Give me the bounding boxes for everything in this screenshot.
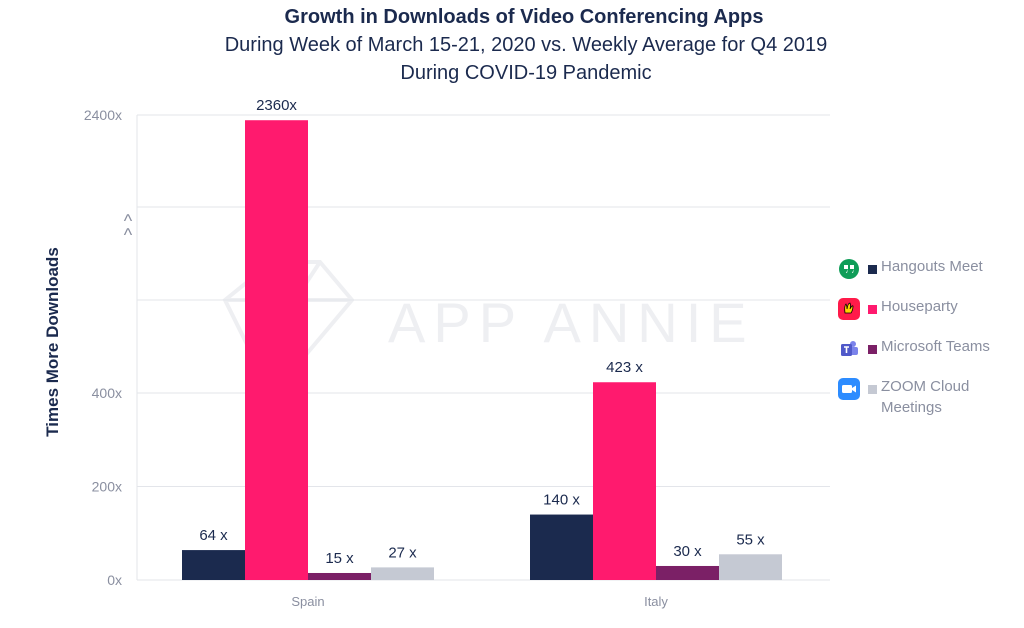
legend-label: ZOOM Cloud Meetings <box>881 378 970 416</box>
x-tick-label: Spain <box>291 594 324 609</box>
y-tick-label: 200x <box>92 479 122 495</box>
data-label: 64 x <box>199 527 228 544</box>
hangouts-meet-icon <box>836 256 862 282</box>
legend-swatch <box>868 305 877 314</box>
axis-break-mark: ^ <box>124 225 133 245</box>
axis-break-mark: ^ <box>124 211 133 231</box>
legend-label: Hangouts Meet <box>881 258 983 275</box>
data-label: 27 x <box>388 544 417 561</box>
bar <box>245 120 308 580</box>
bar <box>182 550 245 580</box>
legend-swatch <box>868 265 877 274</box>
chart-title: Growth in Downloads of Video Conferencin… <box>284 6 764 28</box>
bar <box>656 565 719 580</box>
y-tick-label: 0x <box>107 572 122 588</box>
legend-item-zoom[interactable]: ZOOM Cloud Meetings <box>836 376 1011 418</box>
legend-label: Microsoft Teams <box>881 338 990 355</box>
chart-subtitle-line-1: During Week of March 15-21, 2020 vs. Wee… <box>224 34 828 56</box>
bar <box>530 514 593 580</box>
y-axis-title: Times More Downloads <box>43 247 62 437</box>
houseparty-icon <box>836 296 862 322</box>
data-label: 2360x <box>256 97 297 114</box>
data-label: 30 x <box>673 543 702 560</box>
watermark-text: APP ANNIE <box>388 291 755 354</box>
x-tick-label: Italy <box>644 594 668 609</box>
microsoft-teams-icon <box>836 336 862 362</box>
data-label: 15 x <box>325 550 354 567</box>
legend-swatch <box>868 385 877 394</box>
data-label: 140 x <box>543 492 580 509</box>
bar <box>593 382 656 580</box>
legend-item-hangouts-meet[interactable]: Hangouts Meet <box>836 256 1011 282</box>
data-label: 55 x <box>736 531 765 548</box>
legend-swatch <box>868 345 877 354</box>
watermark: APP ANNIE <box>222 260 755 399</box>
bar <box>719 554 782 580</box>
chart-subtitle-line-2: During COVID-19 Pandemic <box>400 62 652 84</box>
y-tick-label: 400x <box>92 385 122 401</box>
legend-item-houseparty[interactable]: Houseparty <box>836 296 1011 322</box>
legend-label: Houseparty <box>881 298 958 315</box>
zoom-icon <box>836 376 862 402</box>
legend-item-microsoft-teams[interactable]: Microsoft Teams <box>836 336 1011 362</box>
bar <box>371 567 434 580</box>
bar <box>308 572 371 580</box>
y-tick-label: 2400x <box>84 107 122 123</box>
data-label: 423 x <box>606 359 643 376</box>
